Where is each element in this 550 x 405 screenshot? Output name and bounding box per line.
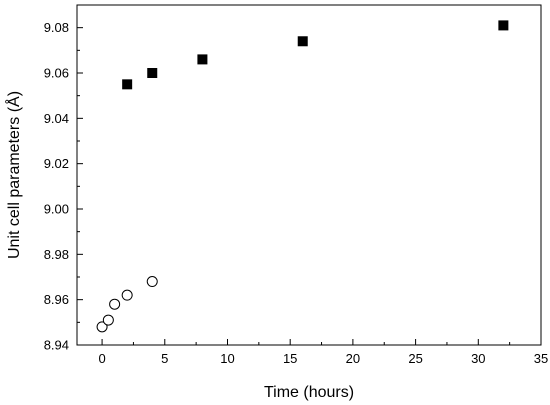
x-tick-label: 35 [534, 351, 548, 366]
x-axis-label: Time (hours) [264, 384, 354, 401]
x-tick-label: 15 [283, 351, 297, 366]
circle-point [109, 298, 121, 310]
y-tick-label: 9.08 [44, 20, 69, 35]
x-ticks: 0 5 10 15 20 25 30 35 [98, 339, 548, 366]
square-point [147, 68, 158, 78]
plot-frame [76, 4, 542, 346]
y-tick-label: 9.06 [44, 66, 69, 81]
x-tick-label: 0 [98, 351, 105, 366]
y-tick-label: 9.02 [44, 156, 69, 171]
circle-point [121, 289, 133, 301]
y-ticks: 8.94 8.96 8.98 9.00 9.02 9.04 9.06 9.08 [44, 4, 83, 353]
x-tick-label: 25 [408, 351, 422, 366]
y-tick-label: 8.96 [44, 292, 69, 307]
y-tick-label: 9.00 [44, 202, 69, 217]
circle-point [102, 314, 114, 326]
circle-point [146, 276, 158, 288]
data-marks [96, 20, 509, 333]
square-point [297, 36, 308, 47]
square-point [122, 79, 133, 90]
square-point [197, 54, 208, 65]
y-tick-label: 8.98 [44, 247, 69, 262]
y-axis-label: Unit cell parameters (Å) [4, 91, 23, 259]
x-tick-label: 20 [346, 351, 360, 366]
axes-group [76, 4, 542, 346]
y-tick-label: 8.94 [44, 338, 69, 353]
circle-point [96, 321, 108, 333]
square-point [498, 20, 509, 31]
y-tick-label: 9.04 [44, 111, 69, 126]
x-tick-label: 10 [220, 351, 234, 366]
x-tick-label: 5 [161, 351, 168, 366]
x-tick-label: 30 [471, 351, 485, 366]
